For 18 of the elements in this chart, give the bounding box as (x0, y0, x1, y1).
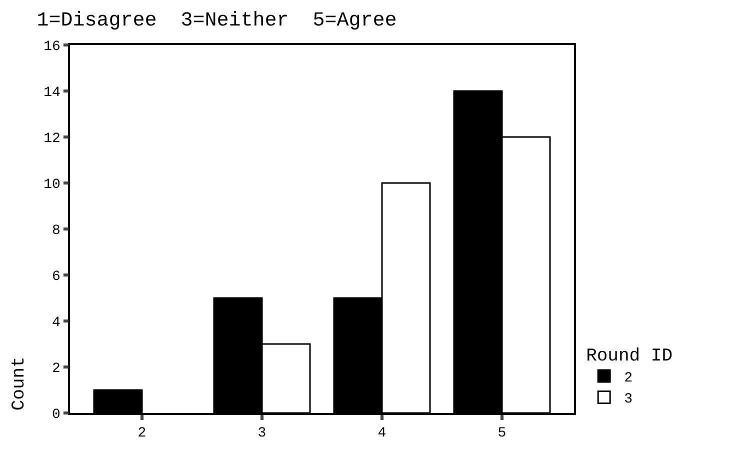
y-axis-title: Count (10, 356, 30, 411)
y-tick-label: 16 (44, 38, 60, 55)
x-tick-label: 2 (138, 426, 146, 442)
y-tick-label: 0 (52, 406, 60, 423)
y-tick-label: 12 (44, 130, 60, 147)
y-tick-label: 10 (44, 176, 60, 193)
x-tick-label: 4 (378, 426, 386, 442)
legend-label: 3 (624, 392, 632, 408)
y-tick-label: 6 (52, 268, 60, 285)
x-tick-label: 5 (498, 426, 506, 442)
y-tick-label: 8 (52, 222, 60, 239)
y-tick-label: 2 (52, 360, 60, 377)
x-tick-label: 3 (258, 426, 266, 442)
legend-title: Round ID (586, 346, 672, 366)
legend-label: 2 (624, 370, 632, 386)
y-tick-label: 4 (52, 314, 60, 331)
y-tick-label: 14 (44, 84, 60, 101)
chart-title: 1=Disagree 3=Neither 5=Agree (36, 9, 397, 32)
